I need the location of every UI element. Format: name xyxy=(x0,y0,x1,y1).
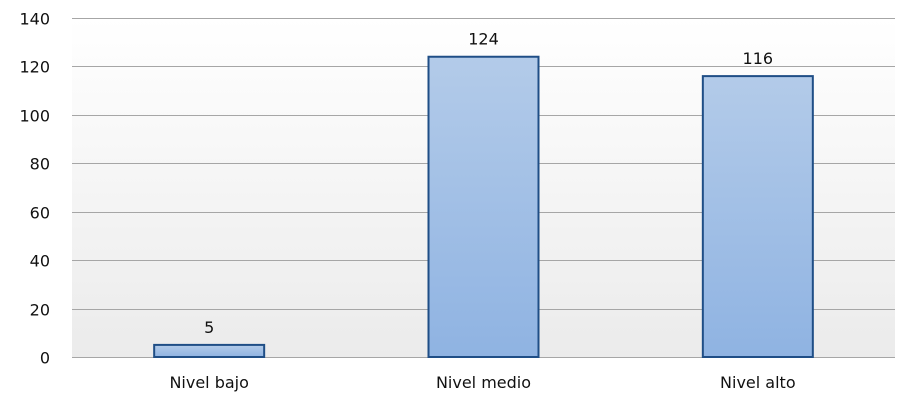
bar xyxy=(427,55,540,358)
bar xyxy=(153,343,266,358)
y-tick-label: 60 xyxy=(30,204,50,223)
x-category-label: Nivel bajo xyxy=(169,373,248,392)
y-tick-label: 0 xyxy=(40,349,50,368)
y-tick-label: 20 xyxy=(30,301,50,320)
x-category-label: Nivel alto xyxy=(720,373,796,392)
y-tick-label: 120 xyxy=(19,58,50,77)
bar-value-label: 124 xyxy=(468,30,499,49)
y-tick-label: 80 xyxy=(30,155,50,174)
y-tick-label: 100 xyxy=(19,107,50,126)
y-axis-ticks: 0 20 40 60 80 100 120 140 xyxy=(19,10,50,368)
y-tick-label: 40 xyxy=(30,252,50,271)
x-axis-labels: Nivel bajo Nivel medio Nivel alto xyxy=(169,373,795,392)
bar xyxy=(701,75,814,358)
x-category-label: Nivel medio xyxy=(436,373,531,392)
bar-value-label: 116 xyxy=(743,49,774,68)
data-labels: 5 124 116 xyxy=(204,30,773,337)
bar-value-label: 5 xyxy=(204,318,214,337)
bars xyxy=(153,55,814,358)
y-tick-label: 140 xyxy=(19,10,50,29)
